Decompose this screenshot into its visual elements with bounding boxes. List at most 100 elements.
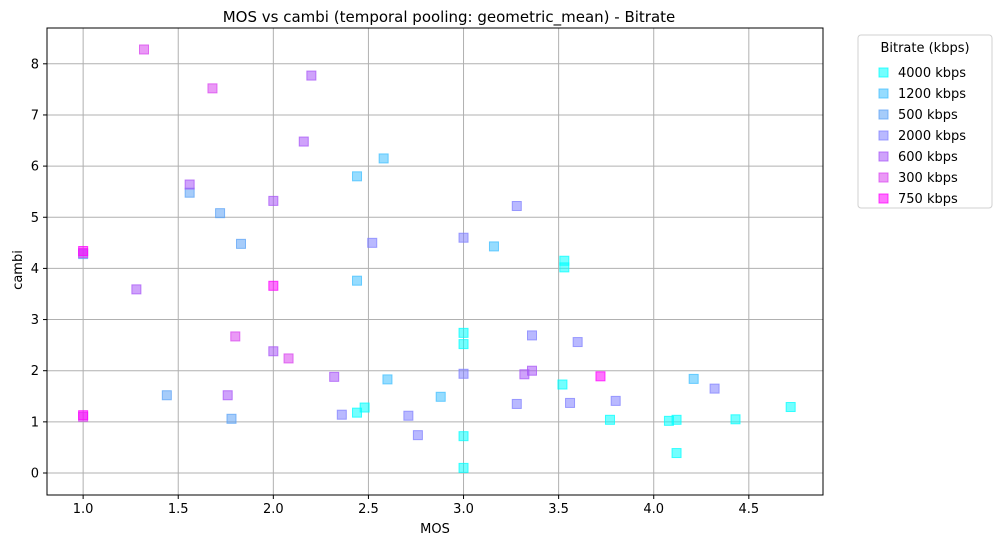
legend-marker <box>878 193 889 204</box>
x-tick-label: 1.5 <box>168 502 189 517</box>
x-tick-label: 4.5 <box>738 502 759 517</box>
y-tick-label: 6 <box>31 160 39 175</box>
y-tick-label: 8 <box>31 57 39 72</box>
legend-label: 600 kbps <box>898 150 958 165</box>
data-point <box>709 383 720 394</box>
data-point <box>268 195 279 206</box>
data-point <box>226 413 237 424</box>
y-tick-label: 0 <box>31 467 39 482</box>
x-tick-label: 4.0 <box>643 502 664 517</box>
legend-label: 500 kbps <box>898 108 958 123</box>
y-tick-label: 4 <box>31 262 39 277</box>
y-tick-label: 3 <box>31 313 39 328</box>
data-point <box>671 414 682 425</box>
x-tick-label: 3.0 <box>453 502 474 517</box>
legend-label: 2000 kbps <box>898 129 966 144</box>
x-tick-label: 1.0 <box>73 502 94 517</box>
data-point <box>184 187 195 198</box>
data-point <box>458 431 469 442</box>
legend-title: Bitrate (kbps) <box>880 41 969 56</box>
data-point <box>458 232 469 243</box>
data-point <box>565 397 576 408</box>
legend-label: 4000 kbps <box>898 66 966 81</box>
data-point <box>458 368 469 379</box>
data-point <box>268 280 279 291</box>
data-point <box>412 430 423 441</box>
data-point <box>139 44 149 55</box>
series-1200-kbps <box>352 153 699 402</box>
legend-marker <box>878 172 889 183</box>
data-point <box>785 402 796 413</box>
data-point <box>527 330 537 341</box>
series-500-kbps <box>78 187 246 424</box>
plot-frame <box>46 27 824 496</box>
data-point <box>378 153 389 164</box>
legend-items: 4000 kbps 1200 kbps 500 kbps 2000 kbps 600 k… <box>878 66 966 207</box>
data-point <box>352 275 363 286</box>
y-tick-label: 7 <box>31 108 39 123</box>
legend-marker <box>878 109 889 120</box>
data-point <box>230 331 241 342</box>
legend-frame <box>857 34 993 209</box>
data-point <box>298 136 309 147</box>
axis-ticks: 1.0 1.5 2.0 2.5 3.0 3.5 4.0 4.5 0 1 2 3 4 5 6 7 8 <box>31 57 759 517</box>
x-tick-label: 2.5 <box>358 502 379 517</box>
grid-lines <box>47 28 823 495</box>
x-tick-label: 3.5 <box>548 502 569 517</box>
data-point <box>671 448 682 459</box>
data-point <box>184 179 195 190</box>
data-point <box>604 414 615 425</box>
y-tick-label: 2 <box>31 364 39 379</box>
legend-marker <box>878 67 889 78</box>
data-point <box>215 208 226 219</box>
data-point <box>78 246 89 257</box>
data-point <box>207 83 218 94</box>
data-points <box>78 44 796 473</box>
data-point <box>403 410 414 421</box>
data-point <box>572 337 583 348</box>
y-tick-label: 5 <box>31 211 39 226</box>
legend-marker <box>878 130 889 141</box>
data-point <box>559 262 570 273</box>
data-point <box>458 327 469 338</box>
data-point <box>595 371 606 382</box>
data-point <box>329 371 340 382</box>
data-point <box>610 395 621 406</box>
series-2000-kbps <box>336 201 720 441</box>
x-tick-label: 2.0 <box>263 502 284 517</box>
data-point <box>511 201 522 212</box>
data-point <box>236 238 246 249</box>
series-600-kbps <box>131 70 537 401</box>
data-point <box>367 237 378 248</box>
legend-marker <box>878 88 889 99</box>
legend-label: 1200 kbps <box>898 87 966 102</box>
legend-marker <box>878 151 889 162</box>
data-point <box>78 410 89 421</box>
data-point <box>488 241 499 252</box>
data-point <box>222 390 233 401</box>
data-point <box>527 365 537 376</box>
data-point <box>283 353 294 364</box>
legend: Bitrate (kbps) 4000 kbps 1200 kbps 500 kbp… <box>857 34 993 209</box>
data-point <box>352 171 363 182</box>
series-750-kbps <box>78 246 606 421</box>
data-point <box>352 407 363 418</box>
data-point <box>458 462 469 473</box>
legend-label: 300 kbps <box>898 171 958 186</box>
data-point <box>131 284 142 295</box>
data-point <box>359 402 370 413</box>
data-point <box>458 339 469 350</box>
data-point <box>730 414 741 425</box>
data-point <box>336 409 347 420</box>
data-point <box>161 390 172 401</box>
x-axis-label: MOS <box>420 522 450 537</box>
data-point <box>557 379 568 390</box>
data-point <box>688 373 699 384</box>
series-300-kbps <box>78 44 294 422</box>
data-point <box>382 374 393 385</box>
data-point <box>511 398 522 409</box>
data-point <box>268 346 279 357</box>
data-point <box>435 391 446 402</box>
legend-label: 750 kbps <box>898 192 958 207</box>
